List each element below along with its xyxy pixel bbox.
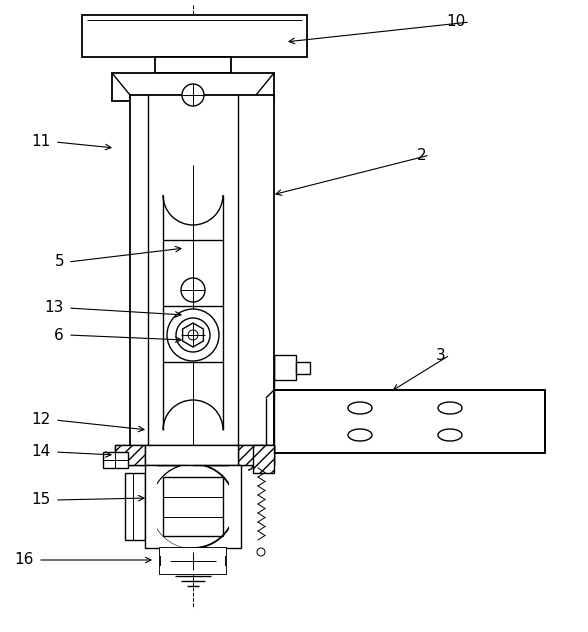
Text: 14: 14: [32, 444, 51, 459]
Bar: [274, 355, 296, 380]
Bar: [296, 362, 310, 374]
Bar: [238, 445, 274, 465]
Bar: [82, 15, 307, 57]
Text: 16: 16: [15, 552, 34, 568]
Bar: [160, 566, 226, 574]
Bar: [125, 473, 145, 540]
Bar: [145, 465, 241, 548]
Circle shape: [181, 278, 205, 302]
Bar: [253, 445, 274, 473]
Bar: [274, 390, 545, 453]
Circle shape: [182, 84, 204, 106]
Bar: [160, 548, 226, 574]
Bar: [103, 452, 128, 468]
Bar: [145, 445, 238, 465]
Bar: [160, 548, 226, 556]
Bar: [155, 57, 231, 73]
Circle shape: [151, 464, 235, 548]
Text: 6: 6: [54, 327, 64, 343]
Bar: [115, 445, 145, 465]
Text: 12: 12: [32, 413, 51, 427]
Bar: [130, 95, 274, 453]
Bar: [145, 465, 151, 548]
Bar: [112, 73, 274, 101]
Text: 11: 11: [32, 135, 51, 150]
Circle shape: [176, 318, 210, 352]
Bar: [115, 445, 274, 465]
Text: 3: 3: [436, 348, 446, 363]
Text: 13: 13: [45, 300, 64, 315]
Text: 15: 15: [32, 492, 51, 507]
Bar: [236, 465, 242, 548]
Circle shape: [167, 309, 219, 361]
Text: 10: 10: [447, 15, 466, 30]
Wedge shape: [151, 465, 193, 549]
Text: 5: 5: [54, 255, 64, 269]
Text: 2: 2: [416, 147, 426, 162]
Bar: [145, 465, 157, 548]
Bar: [229, 465, 241, 548]
